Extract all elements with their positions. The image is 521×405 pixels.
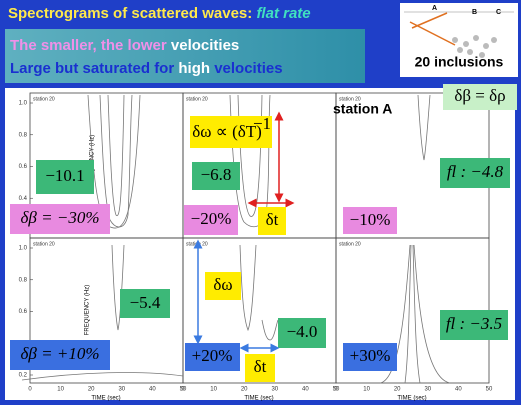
panel-station: station 20: [33, 241, 55, 247]
x-tick-label: 40: [149, 387, 156, 393]
relation-exponent: −1: [253, 114, 271, 133]
panel-perturbation: +30%: [350, 346, 391, 365]
y-tick-label: 0.6: [19, 164, 28, 170]
panel-perturbation: +20%: [192, 346, 233, 365]
panel-station: station 20: [186, 96, 208, 102]
y-tick-label: 0.2: [19, 373, 28, 379]
x-tick-label: 40: [302, 387, 309, 393]
inset-label: B: [472, 9, 477, 16]
slide: Spectrograms of scattered waves: flat ra…: [0, 0, 521, 405]
x-tick-label: 50: [486, 387, 493, 393]
inset-label: C: [496, 9, 501, 16]
x-tick-label: 30: [424, 387, 431, 393]
panel-station: station 20: [186, 241, 208, 247]
y-tick-label: 0.8: [19, 132, 28, 138]
panel-value: −6.8: [201, 165, 232, 184]
panel-station: station 20: [339, 241, 361, 247]
y-tick-label: 1.0: [19, 101, 28, 107]
y-tick-label: 0.6: [19, 309, 28, 315]
panel-value: −10.1: [45, 166, 84, 185]
line1: The smaller, the lower velocities: [10, 37, 239, 54]
equation: δβ = δρ: [454, 86, 505, 105]
dt: δt: [266, 210, 279, 229]
panel-station: station 20: [33, 96, 55, 102]
x-tick-label: 10: [57, 387, 64, 393]
x-tick-label: 20: [88, 387, 95, 393]
x-label: TIME (sec): [397, 396, 426, 402]
dw: δω: [213, 275, 232, 294]
dt: δt: [254, 357, 267, 376]
x-tick-label: 20: [394, 387, 401, 393]
x-tick-label: 30: [118, 387, 125, 393]
x-tick-label: 20: [241, 387, 248, 393]
panel-value: fl : −3.5: [446, 314, 502, 333]
x-tick-label: 10: [210, 387, 217, 393]
line2: Large but saturated for high velocities: [10, 60, 283, 77]
y-tick-label: 1.0: [19, 246, 28, 252]
title: Spectrograms of scattered waves: flat ra…: [8, 5, 311, 22]
x-tick-label: 10: [363, 387, 370, 393]
inset-caption: 20 inclusions: [415, 54, 504, 70]
panel-perturbation: −10%: [350, 210, 391, 229]
panel-perturbation: δβ = −30%: [21, 208, 100, 227]
x-label: TIME (sec): [91, 396, 120, 402]
relation: δω ∝ (δT): [192, 122, 262, 141]
y-tick-label: 0.8: [19, 277, 28, 283]
y-label: FREQUENCY (Hz): [85, 285, 91, 336]
y-tick-label: 0.4: [19, 196, 28, 202]
panel-value: −4.0: [287, 322, 318, 341]
station: station A: [333, 101, 392, 117]
panel-perturbation: −20%: [191, 209, 232, 228]
x-tick-label: 40: [455, 387, 462, 393]
panel-value: −5.4: [130, 293, 161, 312]
x-label: TIME (sec): [244, 396, 273, 402]
panel-perturbation: δβ = +10%: [21, 344, 100, 363]
inset-label: A: [432, 5, 437, 12]
x-tick-label: 30: [271, 387, 278, 393]
panel-value: fl : −4.8: [447, 162, 504, 181]
